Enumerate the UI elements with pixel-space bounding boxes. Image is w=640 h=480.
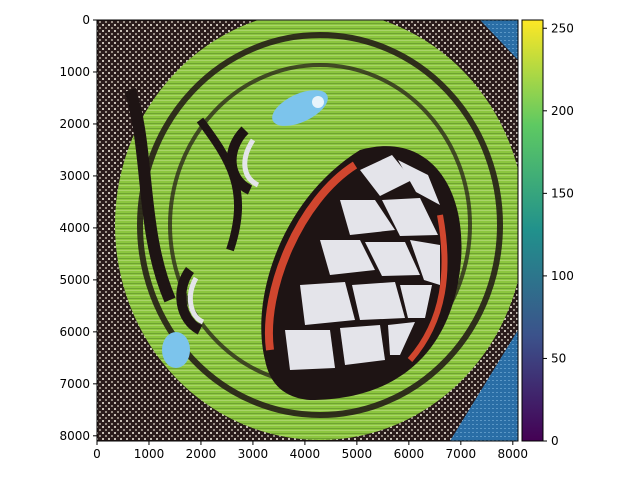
y-tick-label: 0 [82, 13, 90, 27]
y-tick-label: 6000 [59, 325, 90, 339]
x-axis: 0 1000 2000 3000 4000 5000 6000 7000 8000 [93, 441, 528, 461]
y-tick-label: 2000 [59, 117, 90, 131]
y-tick-label: 3000 [59, 169, 90, 183]
colorbar-tick-label: 0 [551, 434, 559, 448]
x-tick-label: 1000 [134, 447, 165, 461]
x-tick-label: 6000 [394, 447, 425, 461]
plot-frame [96, 19, 519, 442]
colorbar-tick-label: 100 [551, 269, 574, 283]
colorbar-gradient [521, 19, 544, 442]
y-axis: 0 1000 2000 3000 4000 5000 6000 7000 8000 [59, 13, 97, 443]
colorbar-tick-label: 250 [551, 21, 574, 35]
heatmap-image [97, 20, 518, 441]
x-tick-label: 7000 [446, 447, 477, 461]
x-tick-label: 0 [93, 447, 101, 461]
colorbar-ticks: 0 50 100 150 200 250 [543, 21, 574, 448]
y-tick-label: 1000 [59, 65, 90, 79]
y-tick-label: 8000 [59, 429, 90, 443]
x-tick-label: 2000 [186, 447, 217, 461]
x-tick-label: 8000 [498, 447, 529, 461]
colorbar-tick-label: 150 [551, 186, 574, 200]
x-tick-label: 3000 [238, 447, 269, 461]
y-tick-label: 5000 [59, 273, 90, 287]
colorbar-tick-label: 200 [551, 104, 574, 118]
colorbar: 0 50 100 150 200 250 [521, 19, 574, 448]
y-tick-label: 7000 [59, 377, 90, 391]
y-tick-label: 4000 [59, 221, 90, 235]
x-tick-label: 5000 [342, 447, 373, 461]
colorbar-tick-label: 50 [551, 351, 566, 365]
x-tick-label: 4000 [290, 447, 321, 461]
